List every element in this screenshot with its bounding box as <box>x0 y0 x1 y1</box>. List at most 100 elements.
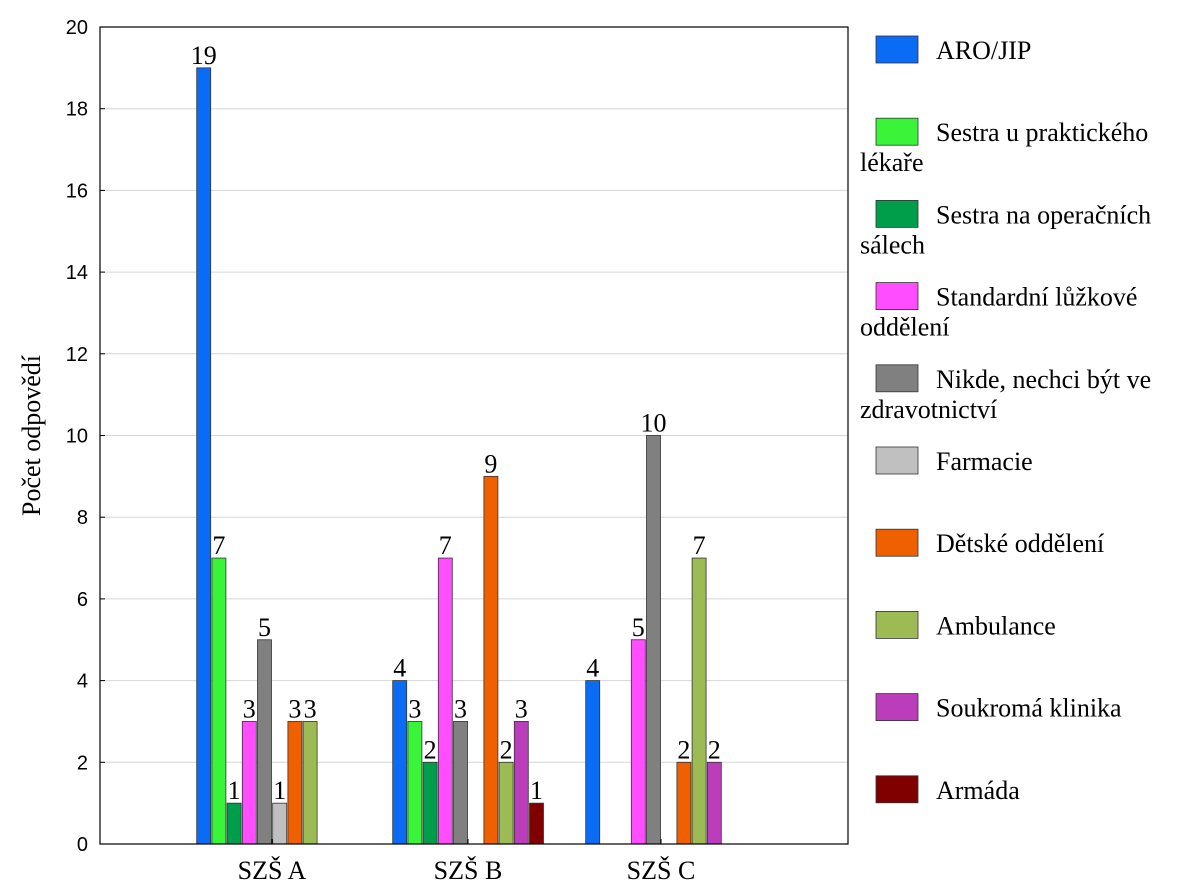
legend-label: Standardní lůžkové <box>936 283 1137 312</box>
legend-label: Sestra na operačních <box>936 200 1151 229</box>
legend-swatch <box>875 611 919 639</box>
data-label: 3 <box>515 694 528 723</box>
legend-label: sálech <box>860 230 925 259</box>
bar-aro-jip-szs-a <box>196 67 212 845</box>
data-label: 5 <box>258 613 271 642</box>
bar-standardni-luzkove-oddeleni-szs-b <box>437 557 453 845</box>
legend-swatch <box>875 35 919 64</box>
legend-swatch <box>875 117 919 146</box>
y-tick-label: 14 <box>66 262 88 284</box>
legend-item-aro-jip: ARO/JIP <box>875 35 1031 65</box>
legend-label: lékaře <box>860 148 924 177</box>
y-tick-label: 18 <box>66 99 88 121</box>
bar-detske-oddeleni-szs-b <box>483 475 499 845</box>
legend-label: oddělení <box>860 313 950 342</box>
y-tick-label: 2 <box>77 752 88 774</box>
y-tick-label: 4 <box>77 671 88 693</box>
legend-swatch <box>875 199 919 228</box>
data-label: 3 <box>408 694 421 723</box>
bar-sestra-u-praktickeho-lekare-szs-a <box>211 557 227 845</box>
data-label: 3 <box>304 694 317 723</box>
legend-swatch <box>875 446 919 475</box>
legend-label: ARO/JIP <box>936 36 1031 65</box>
data-label: 1 <box>530 776 543 805</box>
legend-swatch <box>875 775 919 804</box>
category-label: SZŠ B <box>434 856 503 885</box>
data-label: 3 <box>288 694 301 723</box>
data-label: 2 <box>500 735 513 764</box>
bars <box>196 67 722 845</box>
bar-sestra-na-operacnich-salech-szs-b <box>422 761 438 845</box>
legend-label: Sestra u praktického <box>936 118 1148 147</box>
legend-swatch <box>875 528 919 557</box>
category-label: SZŠ A <box>238 856 307 885</box>
bar-ambulance-szs-c <box>691 557 707 845</box>
data-label: 4 <box>586 654 599 683</box>
legend-swatch <box>875 282 919 311</box>
data-label: 3 <box>243 694 256 723</box>
bar-standardni-luzkove-oddeleni-szs-a <box>241 721 257 845</box>
data-label: 7 <box>212 531 225 560</box>
y-axis: 0 2 4 6 8 10 12 14 16 18 20 <box>66 17 105 856</box>
y-tick-label: 6 <box>77 589 88 611</box>
y-tick-label: 12 <box>66 344 88 366</box>
data-label: 19 <box>191 41 217 70</box>
legend-label: Farmacie <box>936 447 1033 476</box>
y-tick-label: 8 <box>77 507 88 529</box>
data-label: 9 <box>484 449 497 478</box>
legend-item-detske-oddeleni: Dětské oddělení <box>875 528 1104 558</box>
data-label: 3 <box>454 694 467 723</box>
y-tick-label: 0 <box>77 834 88 856</box>
legend-label: Nikde, nechci být ve <box>936 365 1151 394</box>
data-label: 7 <box>693 531 706 560</box>
x-axis: SZŠ A SZŠ B SZŠ C <box>238 839 696 885</box>
category-label: SZŠ C <box>627 856 696 885</box>
data-label: 5 <box>632 613 645 642</box>
legend-label: Dětské oddělení <box>936 529 1104 558</box>
bar-soukroma-klinika-szs-c <box>706 761 722 845</box>
legend-label: Ambulance <box>936 611 1056 640</box>
bar-armada-szs-b <box>529 802 544 845</box>
legend-item-sestra-u-praktickeho-lekare: Sestra u praktického lékaře <box>860 117 1148 177</box>
data-label: 1 <box>228 776 241 805</box>
bar-aro-jip-szs-c <box>585 680 601 845</box>
bar-soukroma-klinika-szs-b <box>513 721 529 845</box>
bar-sestra-na-operacnich-salech-szs-a <box>226 802 242 845</box>
legend-label: Armáda <box>936 776 1020 805</box>
bar-nikde-nechci-byt-ve-zdravotnictvi-szs-a <box>257 639 272 845</box>
data-label: 7 <box>439 531 452 560</box>
y-tick-label: 16 <box>66 180 88 202</box>
data-label: 2 <box>708 735 721 764</box>
y-tick-label: 20 <box>66 17 88 39</box>
legend-item-armada: Armáda <box>875 775 1020 805</box>
legend-item-sestra-na-operacnich-salech: Sestra na operačních sálech <box>860 199 1151 259</box>
y-tick-label: 10 <box>66 426 88 448</box>
legend-item-farmacie: Farmacie <box>875 446 1033 476</box>
bar-sestra-u-praktickeho-lekare-szs-b <box>407 721 423 845</box>
bar-detske-oddeleni-szs-c <box>676 761 692 845</box>
legend-label: Soukromá klinika <box>936 694 1122 723</box>
legend-label: zdravotnictví <box>860 395 997 424</box>
bar-ambulance-szs-b <box>498 761 514 845</box>
data-label: 1 <box>273 776 286 805</box>
bar-farmacie-szs-a <box>272 802 288 845</box>
bar-detske-oddeleni-szs-a <box>287 721 303 845</box>
data-label: 2 <box>424 735 437 764</box>
legend-swatch <box>875 693 919 721</box>
bar-nikde-nechci-byt-ve-zdravotnictvi-szs-b <box>453 721 468 845</box>
y-axis-label: Počet odpovědí <box>17 355 46 516</box>
legend-item-soukroma-klinika: Soukromá klinika <box>875 693 1122 723</box>
bar-nikde-nechci-byt-ve-zdravotnictvi-szs-c <box>646 435 661 845</box>
legend-swatch <box>875 364 919 393</box>
bar-standardni-luzkove-oddeleni-szs-c <box>630 639 646 845</box>
data-label: 4 <box>393 654 406 683</box>
legend-item-ambulance: Ambulance <box>875 611 1056 640</box>
data-label: 10 <box>641 409 667 438</box>
bar-ambulance-szs-a <box>302 721 318 845</box>
bar-aro-jip-szs-b <box>392 680 408 845</box>
